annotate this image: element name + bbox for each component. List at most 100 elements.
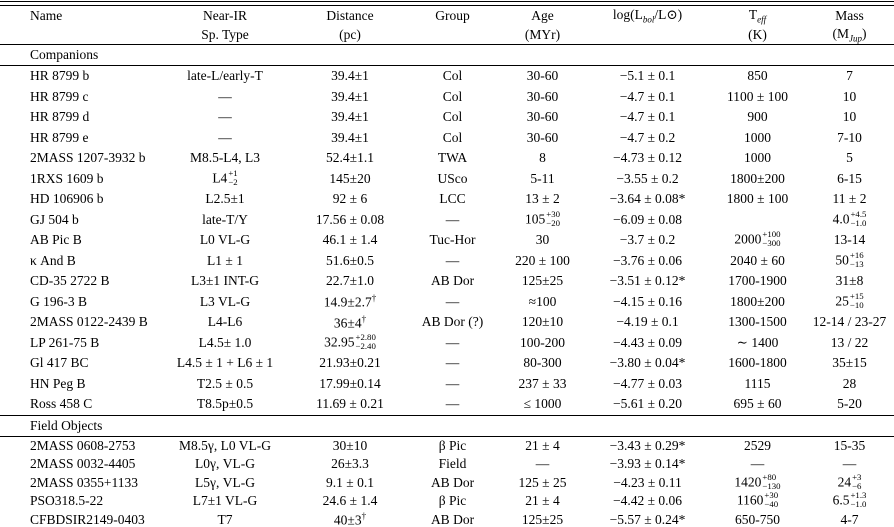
cell-teff: 1300-1500 xyxy=(728,314,787,330)
cell-name: LP 261-75 B xyxy=(30,334,100,350)
sup-sub-value: +30 −40 xyxy=(764,492,779,510)
col-header-distance-line2: (pc) xyxy=(295,25,405,45)
cell-distance: 11.69 ± 0.21 xyxy=(316,396,384,412)
cell-mass: 6.5 +1.3 −1.0 xyxy=(832,492,867,510)
table-row: HR 8799 c — 39.4±1 Col 30-60 −4.7 ± 0.1 1100 ±… xyxy=(0,87,894,108)
cell-teff: 2000 +100 −300 xyxy=(734,230,781,249)
cell-lbol: −5.1 ± 0.1 xyxy=(619,68,676,84)
col-header-lbol-line2 xyxy=(585,25,710,45)
table-row: Ross 458 C T8.5p±0.5 11.69 ± 0.21 — ≤ 1000 −5… xyxy=(0,394,894,415)
table-row: 2MASS 0355+1133 L5γ, VL-G 9.1 ± 0.1 AB Dor 1… xyxy=(0,474,894,493)
table-header: Name Near-IR Distance Group Age log(Lbol/L⊙) T… xyxy=(0,6,894,45)
cell-mass: 28 xyxy=(842,375,857,391)
cell-mass: 4-7 xyxy=(840,511,859,527)
cell-group: AB Dor xyxy=(430,511,475,527)
cell-group: Col xyxy=(442,109,463,125)
cell-group: Col xyxy=(442,129,463,145)
section-row: Field Objects xyxy=(0,414,894,437)
table-row: 2MASS 1207-3932 b M8.5-L4, L3 52.4±1.1 TWA 8… xyxy=(0,148,894,169)
table-row: GJ 504 b late-T/Y 17.56 ± 0.08 — 105 +30 −20 −6… xyxy=(0,210,894,231)
cell-teff: 1000 xyxy=(744,150,771,166)
cell-mass: 7-10 xyxy=(837,129,862,145)
cell-group: AB Dor xyxy=(430,273,475,289)
col-header-mass-line1: Mass xyxy=(835,7,864,23)
cell-age: 30-60 xyxy=(526,88,559,104)
cell-mass: 15-35 xyxy=(833,437,866,453)
cell-distance: 14.9±2.7† xyxy=(323,293,377,310)
cell-group: — xyxy=(445,355,460,371)
cell-distance: 39.4±1 xyxy=(331,68,369,84)
table-row: 2MASS 0122-2439 B L4-L6 36±4† AB Dor (?) 120… xyxy=(0,312,894,333)
table-row: AB Pic B L0 VL-G 46.1 ± 1.4 Tuc-Hor 30 −3.7 ±… xyxy=(0,230,894,251)
cell-name: Ross 458 C xyxy=(30,396,93,412)
cell-lbol: −4.77 ± 0.03 xyxy=(612,375,683,391)
cell-lbol: −3.93 ± 0.14* xyxy=(609,456,686,472)
cell-distance: 92 ± 6 xyxy=(332,191,368,207)
cell-sp-type: L4 +1 −2 xyxy=(212,168,238,187)
header-row-2: Sp. Type (pc) (MYr) (K) (MJup) xyxy=(0,25,894,45)
cell-mass: 50 +16 −13 xyxy=(835,250,864,269)
cell-age: 220 ± 100 xyxy=(515,252,570,268)
objects-table: Name Near-IR Distance Group Age log(Lbol/L⊙) T… xyxy=(0,6,894,527)
cell-distance: 21.93±0.21 xyxy=(319,355,381,371)
cell-teff: 1115 xyxy=(744,375,771,391)
cell-age: 120±10 xyxy=(521,314,564,330)
cell-sp-type: M8.5γ, L0 VL-G xyxy=(179,437,271,453)
cell-group: USco xyxy=(437,170,468,186)
cell-teff: 1800 ± 100 xyxy=(726,191,789,207)
cell-name: κ And B xyxy=(30,252,76,268)
cell-lbol: −3.7 ± 0.2 xyxy=(619,232,676,248)
cell-mass: 25 +15 −10 xyxy=(835,291,864,310)
cell-age: 21 ± 4 xyxy=(525,437,560,453)
cell-age: 125±25 xyxy=(521,273,564,289)
cell-age: 30-60 xyxy=(526,68,559,84)
cell-distance: 17.56 ± 0.08 xyxy=(315,211,385,227)
cell-sp-type: L3±1 INT-G xyxy=(190,273,260,289)
col-header-sp-type-line2: Sp. Type xyxy=(155,25,295,45)
cell-lbol: −4.42 ± 0.06 xyxy=(612,493,683,509)
cell-teff: 1000 xyxy=(744,129,771,145)
cell-name: CFBDSIR2149-0403 xyxy=(30,511,145,527)
cell-name: HR 8799 c xyxy=(30,88,89,104)
cell-mass: — xyxy=(842,456,857,472)
cell-age: — xyxy=(535,456,550,472)
col-header-name-line1: Name xyxy=(30,7,63,23)
col-header-group-line1: Group xyxy=(435,7,470,23)
cell-name: 2MASS 0032-4405 xyxy=(30,456,136,472)
table-row: PSO318.5-22 L7±1 VL-G 24.6 ± 1.4 β Pic 21 ± … xyxy=(0,492,894,511)
cell-group: Col xyxy=(442,68,463,84)
cell-sp-type: M8.5-L4, L3 xyxy=(189,150,261,166)
sup-sub-value: +15 −10 xyxy=(849,291,864,310)
cell-mass: 24 +3 −6 xyxy=(837,473,862,491)
cell-group: Field xyxy=(438,456,467,472)
cell-mass: 10 xyxy=(842,109,857,125)
col-header-age-line2: (MYr) xyxy=(500,25,585,45)
cell-teff: 1100 ± 100 xyxy=(727,88,788,104)
cell-lbol: −4.7 ± 0.1 xyxy=(619,109,676,125)
table-row: Gl 417 BC L4.5 ± 1 + L6 ± 1 21.93±0.21 — 80-… xyxy=(0,353,894,374)
col-header-group-line2 xyxy=(405,25,500,45)
cell-teff: 1160 +30 −40 xyxy=(736,492,779,510)
cell-age: 8 xyxy=(539,150,546,166)
cell-group: — xyxy=(445,211,460,227)
cell-teff: 2040 ± 60 xyxy=(730,252,785,268)
col-header-teff-line2: (K) xyxy=(710,25,805,45)
cell-lbol: −4.19 ± 0.1 xyxy=(616,314,679,330)
table-row: HR 8799 d — 39.4±1 Col 30-60 −4.7 ± 0.1 900 10 xyxy=(0,107,894,128)
cell-mass: 6-15 xyxy=(837,170,862,186)
cell-teff: 695 ± 60 xyxy=(733,396,782,412)
cell-teff xyxy=(710,210,805,231)
sup-sub-value: +1.3 −1.0 xyxy=(850,492,867,510)
cell-age: 80-300 xyxy=(523,355,562,371)
cell-distance: 30±10 xyxy=(332,437,368,453)
cell-name: 1RXS 1609 b xyxy=(30,170,104,186)
sup-sub-value: +16 −13 xyxy=(849,250,864,269)
cell-mass: 4.0 +4.5 −1.0 xyxy=(832,209,867,228)
sup-sub-value: +2.80 −2.40 xyxy=(355,332,376,351)
cell-group: AB Dor (?) xyxy=(421,314,484,330)
cell-mass: 7 xyxy=(846,68,853,84)
cell-mass: 31±8 xyxy=(835,273,864,289)
cell-age: 13 ± 2 xyxy=(525,191,560,207)
cell-teff: 1700-1900 xyxy=(728,273,787,289)
cell-mass: 5 xyxy=(846,150,853,166)
